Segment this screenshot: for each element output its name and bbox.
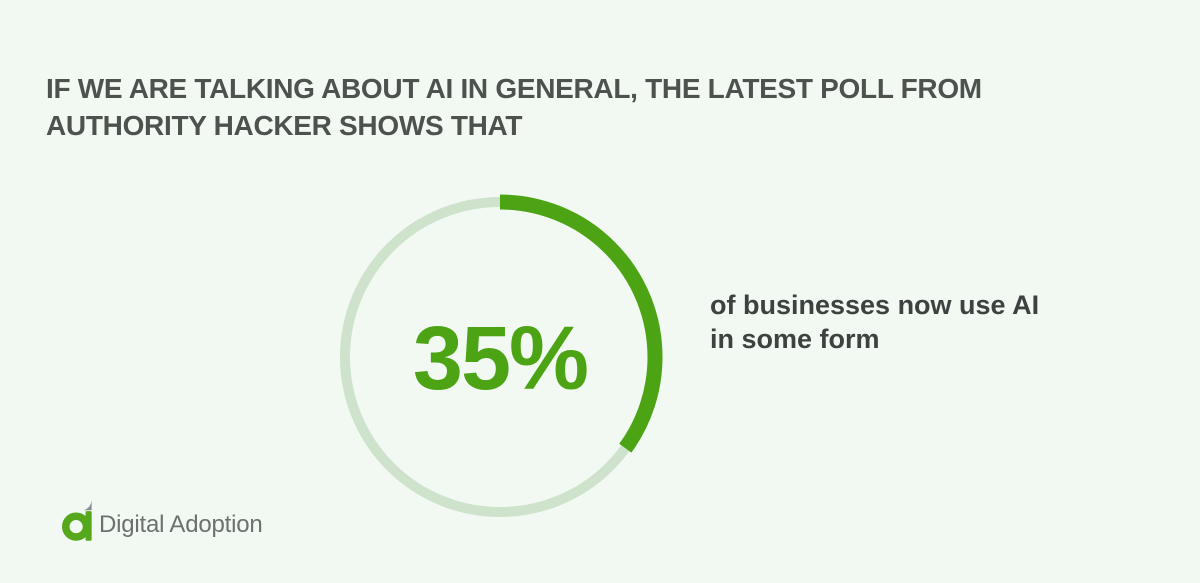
donut-progress-arc [337, 194, 663, 520]
stat-caption-line1: of businesses now use AI [710, 290, 1040, 320]
headline-line2: AUTHORITY HACKER SHOWS THAT [46, 110, 523, 141]
headline-line1: IF WE ARE TALKING ABOUT AI IN GENERAL, T… [46, 73, 982, 104]
donut-chart [337, 194, 663, 520]
headline: IF WE ARE TALKING ABOUT AI IN GENERAL, T… [46, 70, 982, 144]
stat-caption-line2: in some form [710, 324, 880, 354]
logo-bowl-shape [62, 512, 91, 541]
digital-adoption-logo-icon [62, 499, 92, 541]
logo-leaf-shape [83, 499, 92, 511]
brand-name: Digital Adoption [99, 511, 263, 538]
donut-center-label: 35% [412, 309, 589, 409]
stat-caption: of businesses now use AI in some form [710, 288, 1039, 356]
brand-logo: Digital Adoption [62, 498, 263, 543]
logo-stem-shape [85, 511, 92, 541]
